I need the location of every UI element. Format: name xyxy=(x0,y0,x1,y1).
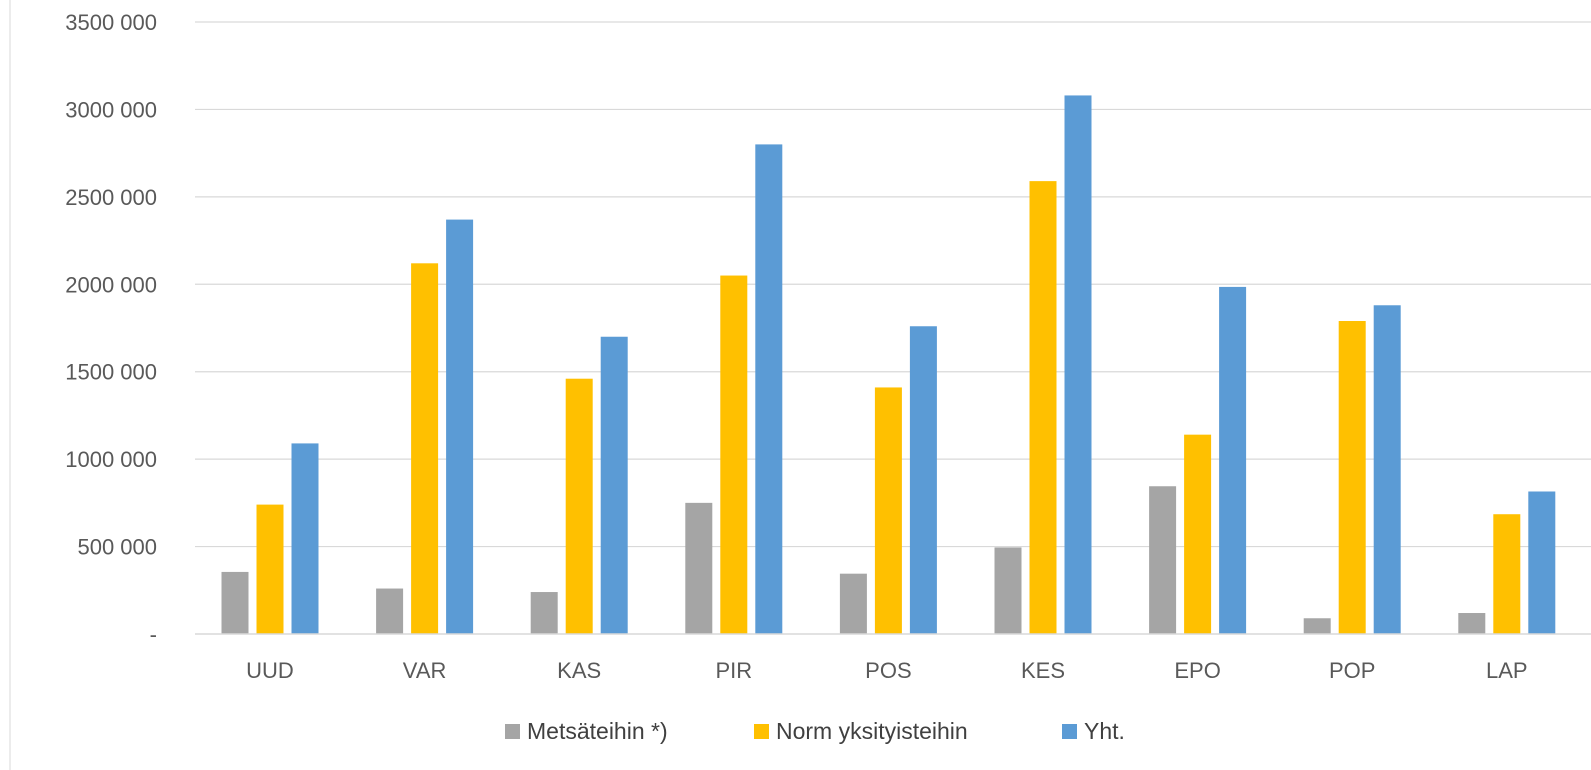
y-tick-label: - xyxy=(150,622,157,647)
bar-pos-series-1 xyxy=(839,573,867,634)
x-category-label: LAP xyxy=(1486,658,1528,683)
bar-var-series-2 xyxy=(411,263,439,634)
bar-pir-series-3 xyxy=(755,144,783,634)
legend-swatch xyxy=(754,724,769,739)
y-tick-label: 2500 000 xyxy=(65,185,157,210)
legend-label: Metsäteihin *) xyxy=(527,718,668,744)
x-category-label: KES xyxy=(1021,658,1065,683)
bar-kes-series-1 xyxy=(994,547,1022,634)
x-category-label: POS xyxy=(865,658,911,683)
y-tick-label: 3000 000 xyxy=(65,97,157,122)
bar-kes-series-2 xyxy=(1029,181,1057,634)
bar-pos-series-3 xyxy=(909,326,937,634)
y-tick-label: 500 000 xyxy=(77,535,157,560)
x-category-label: POP xyxy=(1329,658,1375,683)
y-tick-label: 1000 000 xyxy=(65,447,157,472)
bar-lap-series-1 xyxy=(1458,613,1486,634)
bar-epo-series-3 xyxy=(1219,286,1247,634)
bar-var-series-3 xyxy=(446,219,474,635)
y-tick-label: 2000 000 xyxy=(65,272,157,297)
x-category-label: EPO xyxy=(1174,658,1220,683)
legend-label: Norm yksityisteihin xyxy=(776,718,968,744)
bar-uud-series-3 xyxy=(291,443,319,634)
bar-pop-series-1 xyxy=(1303,618,1331,634)
legend-swatch xyxy=(505,724,520,739)
bar-pir-series-1 xyxy=(685,502,713,634)
bar-epo-series-2 xyxy=(1184,434,1212,634)
y-tick-label: 1500 000 xyxy=(65,360,157,385)
legend-swatch xyxy=(1062,724,1077,739)
bar-kas-series-2 xyxy=(565,378,593,634)
x-category-label: VAR xyxy=(403,658,447,683)
bar-pop-series-2 xyxy=(1338,321,1366,634)
x-category-label: UUD xyxy=(246,658,294,683)
bars xyxy=(221,95,1556,635)
bar-uud-series-2 xyxy=(256,504,284,634)
bar-var-series-1 xyxy=(376,588,404,634)
bar-pir-series-2 xyxy=(720,275,748,634)
x-category-label: PIR xyxy=(715,658,752,683)
bar-pos-series-2 xyxy=(874,387,902,634)
legend-label: Yht. xyxy=(1084,718,1125,744)
bar-pop-series-3 xyxy=(1373,305,1401,634)
bar-lap-series-2 xyxy=(1493,514,1521,634)
bar-kas-series-3 xyxy=(600,336,628,634)
x-axis-category-labels: UUD VAR KAS PIR POS KES EPO POP LAP xyxy=(246,658,1527,683)
x-category-label: KAS xyxy=(557,658,601,683)
bar-kas-series-1 xyxy=(530,592,558,634)
bar-uud-series-1 xyxy=(221,571,249,634)
y-tick-label: 3500 000 xyxy=(65,10,157,35)
bar-lap-series-3 xyxy=(1528,491,1556,634)
legend: Metsäteihin *) Norm yksityisteihin Yht. xyxy=(505,718,1125,744)
bar-kes-series-3 xyxy=(1064,95,1092,634)
bar-epo-series-1 xyxy=(1149,486,1177,634)
y-axis-tick-labels: - 500 000 1000 000 1500 000 2000 000 2500 000… xyxy=(65,10,157,647)
